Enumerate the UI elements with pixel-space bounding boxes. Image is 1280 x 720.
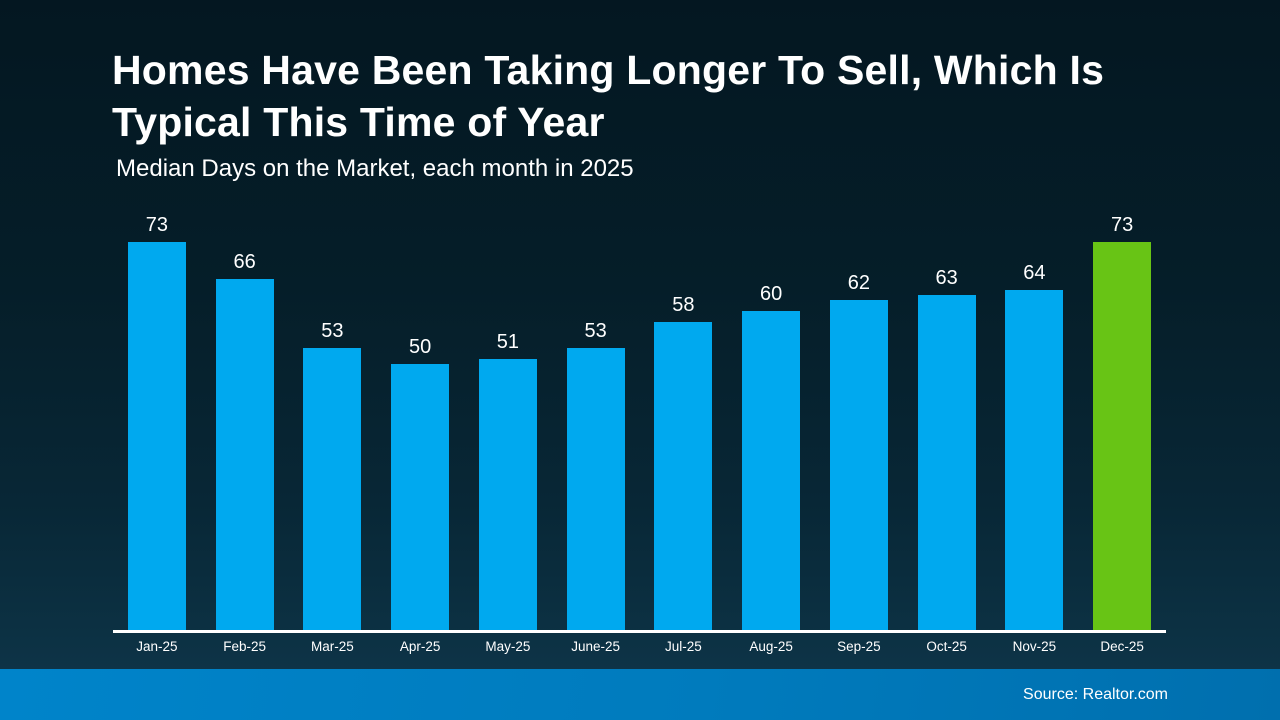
x-axis-tick-label: Jul-25 xyxy=(664,639,702,654)
bar-value-label: 62 xyxy=(847,272,870,294)
bar xyxy=(742,311,801,630)
bar-column: 53 xyxy=(289,210,377,630)
bar-value-label: 50 xyxy=(409,336,432,358)
bar-value-label: 53 xyxy=(584,320,607,342)
x-axis-tick-label: June-25 xyxy=(571,639,621,654)
bar xyxy=(654,322,713,630)
x-axis-tick-label: Feb-25 xyxy=(223,639,267,654)
x-axis-tick-label: Oct-25 xyxy=(926,639,967,654)
bar-value-label: 63 xyxy=(935,267,958,289)
bar-column: 64 xyxy=(991,210,1079,630)
bar-value-label: 73 xyxy=(145,214,168,236)
bar-column: 62 xyxy=(815,210,903,630)
bar-column: 73 xyxy=(1078,210,1166,630)
bar-value-label: 64 xyxy=(1023,262,1046,284)
x-axis-tick-label: Mar-25 xyxy=(310,639,354,654)
x-axis-labels: Jan-25 Feb-25 Mar-25 Apr-25 May-25 June-25 Jul… xyxy=(113,639,1166,654)
bar xyxy=(478,359,537,630)
x-axis-tick-label: Apr-25 xyxy=(399,639,441,654)
bar-highlighted xyxy=(1093,242,1152,630)
bar-value-label: 60 xyxy=(760,283,783,305)
x-axis-line xyxy=(113,630,1166,633)
bar-column: 66 xyxy=(201,210,289,630)
bar xyxy=(303,348,362,630)
bar-column: 51 xyxy=(464,210,552,630)
x-axis-tick-label: May-25 xyxy=(485,639,531,654)
bar-value-label: 58 xyxy=(672,294,695,316)
footer-bar: Source: Realtor.com xyxy=(0,669,1280,720)
bar-column: 50 xyxy=(376,210,464,630)
x-axis-tick-label: Dec-25 xyxy=(1100,639,1144,654)
bar xyxy=(391,364,450,630)
bar-value-label: 51 xyxy=(496,331,519,353)
bar-column: 58 xyxy=(640,210,728,630)
bar xyxy=(215,279,274,630)
bar-column: 73 xyxy=(113,210,201,630)
bar-chart: 73 66 53 50 51 53 58 60 62 63 64 73 xyxy=(113,210,1166,630)
bar xyxy=(566,348,625,630)
bar-value-label: 73 xyxy=(1111,214,1134,236)
bar-value-label: 66 xyxy=(233,251,256,273)
x-axis-tick-label: Sep-25 xyxy=(837,639,881,654)
x-axis-tick-label: Aug-25 xyxy=(749,639,793,654)
bar-column: 60 xyxy=(727,210,815,630)
x-axis-tick-label: Jan-25 xyxy=(136,639,178,654)
bar xyxy=(829,300,888,630)
bar xyxy=(1005,290,1064,630)
bar-value-label: 53 xyxy=(321,320,344,342)
bar xyxy=(917,295,976,630)
source-attribution: Source: Realtor.com xyxy=(1023,686,1168,703)
bar-column: 53 xyxy=(552,210,640,630)
chart-title: Homes Have Been Taking Longer To Sell, W… xyxy=(112,47,1105,145)
bar xyxy=(127,242,186,630)
bar-column: 63 xyxy=(903,210,991,630)
chart-subtitle: Median Days on the Market, each month in… xyxy=(116,155,634,182)
x-axis-tick-label: Nov-25 xyxy=(1012,639,1057,654)
